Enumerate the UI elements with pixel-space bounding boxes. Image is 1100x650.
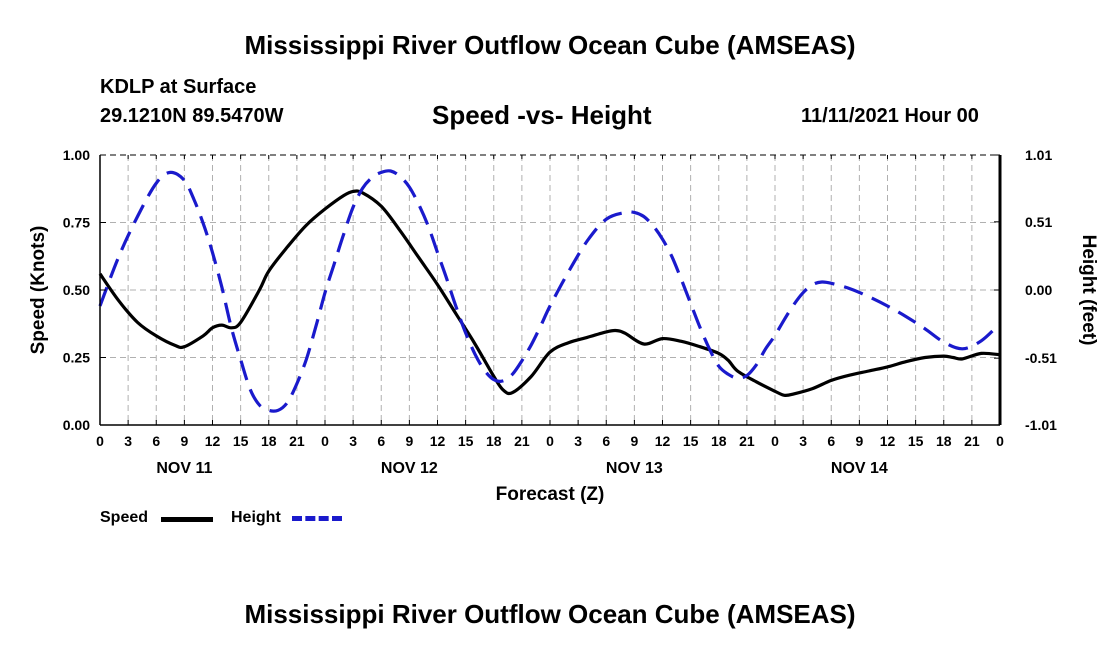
x-tick-label: 3 bbox=[349, 433, 357, 449]
station-coords: 29.1210N 89.5470W bbox=[100, 105, 284, 127]
y2-tick-label: 0.51 bbox=[1025, 214, 1052, 230]
x-tick-label: 9 bbox=[180, 433, 188, 449]
x-axis-label: Forecast (Z) bbox=[496, 484, 605, 505]
x-tick-label: 6 bbox=[377, 433, 385, 449]
y-tick-label: 0.00 bbox=[63, 417, 90, 433]
height-series-line bbox=[98, 169, 1002, 413]
x-tick-label: 0 bbox=[546, 433, 554, 449]
y2-tick-label: 1.01 bbox=[1025, 147, 1052, 163]
forecast-date: 11/11/2021 Hour 00 bbox=[801, 105, 979, 127]
y-axis-label: Speed (Knots) bbox=[28, 226, 49, 355]
x-tick-label: 21 bbox=[739, 433, 755, 449]
x-tick-label: 18 bbox=[711, 433, 727, 449]
main-title: Mississippi River Outflow Ocean Cube (AM… bbox=[244, 30, 856, 60]
x-tick-label: 3 bbox=[124, 433, 132, 449]
plot-frame bbox=[99, 154, 1002, 426]
station-label: KDLP at Surface bbox=[100, 76, 257, 98]
legend-height-swatch bbox=[292, 516, 342, 521]
chart-title: Speed -vs- Height bbox=[432, 100, 652, 130]
x-tick-label: 15 bbox=[908, 433, 924, 449]
x-tick-label: 21 bbox=[289, 433, 305, 449]
y2-axis-label: Height (feet) bbox=[1078, 235, 1099, 346]
y-tick-label: 1.00 bbox=[63, 147, 90, 163]
x-tick-label: 9 bbox=[855, 433, 863, 449]
footer-title: Mississippi River Outflow Ocean Cube (AM… bbox=[244, 599, 856, 629]
legend-height-label: Height bbox=[231, 509, 281, 526]
day-label: NOV 13 bbox=[606, 460, 663, 477]
series-group bbox=[98, 169, 1002, 413]
x-tick-label: 21 bbox=[514, 433, 530, 449]
x-tick-label: 18 bbox=[936, 433, 952, 449]
x-tick-label: 9 bbox=[630, 433, 638, 449]
x-tick-label: 0 bbox=[321, 433, 329, 449]
y-tick-label: 0.25 bbox=[63, 350, 90, 366]
x-tick-label: 0 bbox=[996, 433, 1004, 449]
x-tick-label: 12 bbox=[205, 433, 221, 449]
y2-tick-label: -1.01 bbox=[1025, 417, 1057, 433]
x-tick-label: 12 bbox=[655, 433, 671, 449]
legend-speed-label: Speed bbox=[100, 509, 149, 526]
x-tick-label: 6 bbox=[827, 433, 835, 449]
x-tick-label: 15 bbox=[683, 433, 699, 449]
tick-labels: 0 3 6 9 12 15 18 21 0 3 6 9 12 15 18 21 0 3 6 9 12 15 18 21 0 3 6 9… bbox=[63, 147, 1057, 477]
day-label: NOV 11 bbox=[156, 460, 212, 477]
grid-lines bbox=[100, 154, 1000, 425]
y2-tick-label: 0.00 bbox=[1025, 282, 1052, 298]
x-tick-label: 15 bbox=[233, 433, 249, 449]
x-tick-label: 6 bbox=[152, 433, 160, 449]
day-label: NOV 12 bbox=[381, 460, 438, 477]
speed-series-line bbox=[98, 189, 1001, 398]
y-tick-label: 0.75 bbox=[63, 215, 90, 231]
x-tick-label: 9 bbox=[405, 433, 413, 449]
x-tick-label: 3 bbox=[799, 433, 807, 449]
x-tick-label: 21 bbox=[964, 433, 980, 449]
y-tick-label: 0.50 bbox=[63, 282, 90, 298]
day-label: NOV 14 bbox=[831, 460, 888, 477]
y2-tick-label: -0.51 bbox=[1025, 350, 1057, 366]
x-tick-label: 15 bbox=[458, 433, 474, 449]
x-tick-label: 0 bbox=[96, 433, 104, 449]
x-tick-label: 6 bbox=[602, 433, 610, 449]
x-tick-label: 3 bbox=[574, 433, 582, 449]
x-tick-label: 12 bbox=[430, 433, 446, 449]
x-tick-label: 0 bbox=[771, 433, 779, 449]
x-tick-label: 18 bbox=[486, 433, 502, 449]
x-tick-label: 18 bbox=[261, 433, 277, 449]
legend-speed-swatch bbox=[161, 517, 213, 522]
x-tick-label: 12 bbox=[880, 433, 896, 449]
